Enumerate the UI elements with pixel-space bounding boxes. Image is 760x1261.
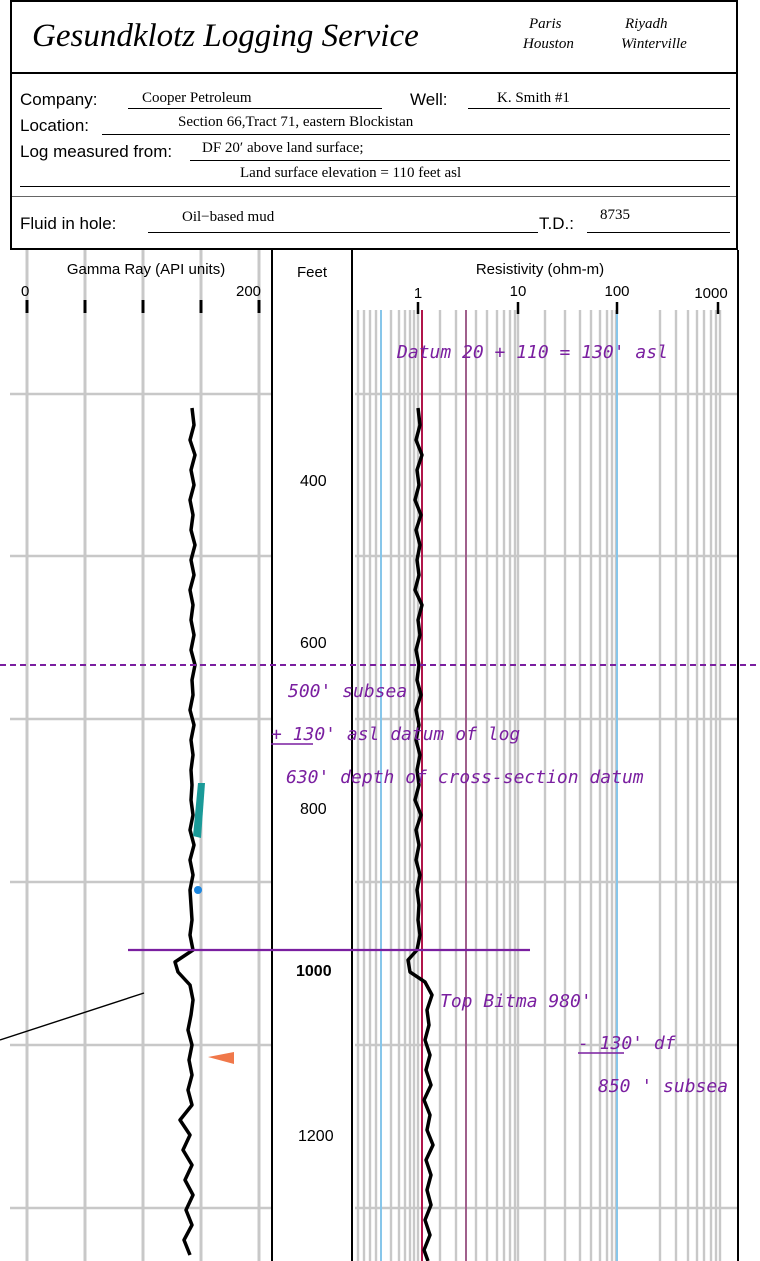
td-value: 8735 bbox=[600, 207, 630, 223]
resistivity-tick-1000: 1000 bbox=[694, 285, 727, 302]
leader-line bbox=[0, 992, 145, 1041]
gamma-max-label: 200 bbox=[236, 283, 261, 300]
company-underline bbox=[128, 108, 382, 109]
header-divider bbox=[12, 196, 736, 197]
depth-label-600: 600 bbox=[300, 635, 327, 652]
city-houston: Houston bbox=[523, 36, 574, 52]
location-label: Location: bbox=[20, 116, 89, 135]
measured-value: DF 20′ above land surface; bbox=[202, 140, 364, 156]
minus-df-annotation: - 130' df bbox=[578, 1033, 676, 1054]
gamma-grid bbox=[25, 250, 261, 1261]
result-subsea-annotation: 850 ' subsea bbox=[598, 1076, 728, 1097]
datum-annotation: Datum 20 + 110 = 130' asl bbox=[396, 342, 668, 363]
city-paris: Paris bbox=[529, 16, 562, 32]
gamma-min-label: 0 bbox=[21, 283, 29, 300]
depth-label-1200: 1200 bbox=[298, 1128, 334, 1145]
blue-dot-marker bbox=[194, 886, 202, 894]
city-winterville: Winterville bbox=[621, 36, 687, 52]
depth-label-400: 400 bbox=[300, 473, 327, 490]
header-title-row: Gesundklotz Logging Service Paris Housto… bbox=[12, 2, 736, 74]
teal-marker bbox=[193, 783, 205, 838]
depth-track-title: Feet bbox=[297, 264, 328, 281]
logging-company-name: Gesundklotz Logging Service bbox=[32, 18, 419, 54]
td-label: T.D.: bbox=[539, 214, 574, 233]
td-underline bbox=[587, 232, 730, 233]
cross-section-annotation: 630' depth of cross-section datum bbox=[286, 767, 644, 788]
depth-label-800: 800 bbox=[300, 801, 327, 818]
resistivity-tick-1: 1 bbox=[414, 285, 422, 302]
company-label: Company: bbox=[20, 90, 98, 109]
fluid-value: Oil−based mud bbox=[182, 209, 275, 225]
resistivity-tick-10: 10 bbox=[510, 283, 527, 300]
resistivity-ticks bbox=[416, 302, 720, 314]
resistivity-tick-100: 100 bbox=[604, 283, 629, 300]
location-value: Section 66,Tract 71, eastern Blockistan bbox=[178, 114, 414, 130]
depth-label-1000: 1000 bbox=[296, 963, 332, 980]
orange-marker bbox=[208, 1052, 234, 1064]
resistivity-curve bbox=[406, 407, 435, 1261]
subsea-annotation: 500' subsea bbox=[288, 681, 407, 702]
well-underline bbox=[468, 108, 730, 109]
log-header: Gesundklotz Logging Service Paris Housto… bbox=[10, 0, 738, 250]
gamma-ray-curve bbox=[173, 407, 197, 1256]
gamma-track-title: Gamma Ray (API units) bbox=[67, 261, 225, 278]
city-riyadh: Riyadh bbox=[625, 16, 668, 32]
measured-value-2: Land surface elevation = 110 feet asl bbox=[240, 165, 462, 181]
measured-underline bbox=[190, 160, 730, 161]
fluid-label: Fluid in hole: bbox=[20, 214, 117, 233]
elevation-underline bbox=[20, 186, 730, 187]
gamma-ticks bbox=[25, 300, 261, 313]
location-underline bbox=[102, 134, 730, 135]
well-label: Well: bbox=[410, 90, 448, 109]
measured-label: Log measured from: bbox=[20, 142, 173, 161]
top-bitma-annotation: Top Bitma 980' bbox=[440, 991, 592, 1012]
fluid-underline bbox=[148, 232, 538, 233]
plus-asl-annotation: + 130' asl datum of log bbox=[271, 724, 520, 745]
resistivity-track-title: Resistivity (ohm-m) bbox=[476, 261, 604, 278]
well-value: K. Smith #1 bbox=[497, 90, 570, 106]
company-value: Cooper Petroleum bbox=[142, 90, 252, 106]
